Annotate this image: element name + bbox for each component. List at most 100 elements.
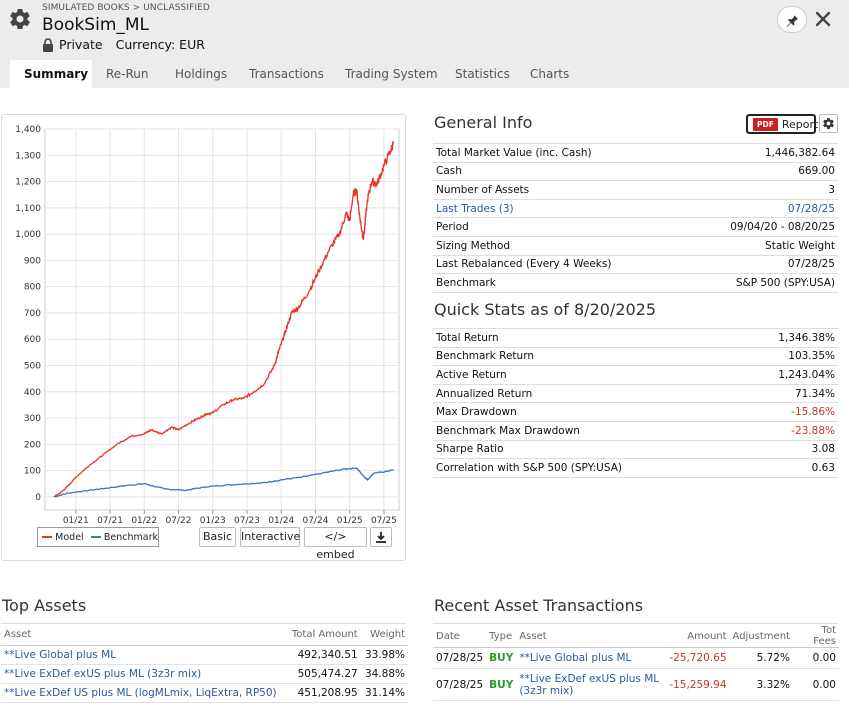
tx-type: BUY [486,647,517,669]
legend-benchmark: Benchmark [103,531,158,543]
currency-label: Currency: EUR [115,37,205,52]
y-tick-label: 800 [24,283,41,293]
stat-row: Active Return 1,243.04% [433,365,838,385]
tab-trading-system[interactable]: Trading System [345,67,438,81]
pin-icon [786,13,798,27]
info-value: 07/28/25 [684,254,838,274]
col-amount[interactable]: Amount [666,625,730,648]
page-title: BookSim_ML [42,15,150,35]
gear-icon [823,118,834,129]
stat-row: Max Drawdown -15.86% [433,402,838,422]
col-weight[interactable]: Weight [360,625,408,646]
col-date[interactable]: Date [433,625,487,648]
info-value: S&P 500 (SPY:USA) [684,273,838,293]
tab-holdings[interactable]: Holdings [175,67,228,81]
last-trades-date-link[interactable]: 07/28/25 [684,198,838,218]
tab-re-run[interactable]: Re-Run [106,67,149,81]
pdf-icon: PDF [753,117,778,131]
interactive-button[interactable]: Interactive [240,527,300,547]
benchmark-series-line [53,467,394,498]
top-assets-title: Top Assets [2,596,87,615]
stat-row: Sharpe Ratio 3.08 [433,439,838,459]
asset-amount: 505,474.27 [287,664,361,684]
table-row: **Live ExDef US plus ML (logMLmix, LiqEx… [1,683,408,703]
tx-fees: 0.00 [792,668,839,701]
general-info-title: General Info [434,113,533,132]
stat-label: Max Drawdown [433,402,739,422]
report-settings-button[interactable] [819,114,838,133]
pdf-report-button[interactable]: PDF Report [746,114,818,134]
tab-bar: Summary Re-Run Holdings Transactions Tra… [0,60,849,88]
divider [1,623,406,624]
info-row: Last Rebalanced (Every 4 Weeks) 07/28/25 [433,254,838,274]
info-label: Sizing Method [433,235,685,256]
tx-amount: -25,720.65 [666,647,730,669]
stat-value: 71.34% [738,383,838,403]
table-row: 07/28/25 BUY **Live ExDef exUS plus ML (… [433,668,839,701]
info-value: 669.00 [684,161,838,181]
info-label: Total Market Value (inc. Cash) [433,143,685,163]
table-row: **Live ExDef exUS plus ML (3z3r mix) 505… [1,664,408,684]
breadcrumb[interactable]: SIMULATED BOOKS > UNCLASSIFIED [42,3,210,13]
tab-transactions[interactable]: Transactions [249,67,324,81]
y-tick-label: 600 [24,335,41,345]
info-label: Period [433,217,685,237]
performance-chart[interactable]: 0 100 200 300 400 500 600 700 800 900 1,000 1,100 1,… [2,115,405,560]
chart-legend[interactable]: Model Benchmark [37,527,159,547]
tab-charts[interactable]: Charts [530,67,570,81]
y-tick-label: 400 [24,388,41,398]
embed-button[interactable]: </> embed [304,527,367,561]
col-type[interactable]: Type [486,625,517,648]
benchmark-swatch [90,536,101,538]
tx-asset-link[interactable]: **Live ExDef exUS plus ML (3z3r mix) [516,668,667,701]
stat-label: Correlation with S&P 500 (SPY:USA) [433,458,739,478]
stat-row: Correlation with S&P 500 (SPY:USA) 0.63 [433,458,838,478]
col-tot-fees[interactable]: Tot Fees [792,625,839,648]
recent-transactions-table: Date Type Asset Amount Adjustment Tot Fe… [433,625,839,701]
x-tick-label: 07/22 [166,516,192,526]
pin-button[interactable] [777,6,807,33]
stat-label: Benchmark Max Drawdown [433,420,739,441]
last-trades-link[interactable]: Last Trades (3) [433,198,685,218]
tab-statistics[interactable]: Statistics [455,67,510,81]
asset-link[interactable]: **Live ExDef US plus ML (logMLmix, LiqEx… [1,683,287,703]
x-tick-label: 01/25 [337,516,363,526]
y-tick-label: 300 [24,414,41,424]
stat-label: Sharpe Ratio [433,439,739,459]
asset-link[interactable]: **Live Global plus ML [1,645,287,665]
stat-row: Benchmark Return 103.35% [433,346,838,366]
y-tick-label: 700 [24,309,41,319]
legend-model: Model [55,531,84,543]
y-tick-label: 900 [24,256,41,266]
y-tick-label: 1,100 [15,204,41,214]
info-value: 1,446,382.64 [684,143,838,163]
y-tick-label: 1,000 [15,230,41,240]
asset-link[interactable]: **Live ExDef exUS plus ML (3z3r mix) [1,664,287,684]
tx-asset-link[interactable]: **Live Global plus ML [516,647,667,669]
stat-label: Total Return [433,328,739,348]
gear-icon[interactable] [8,7,32,31]
asset-weight: 31.14% [360,683,408,703]
stat-value: -15.86% [738,402,838,422]
close-icon[interactable] [814,10,832,28]
info-row: Total Market Value (inc. Cash) 1,446,382.… [433,143,838,163]
col-adjustment[interactable]: Adjustment [729,625,793,648]
col-asset[interactable]: Asset [516,625,667,648]
stat-row: Total Return 1,346.38% [433,328,838,348]
download-button[interactable] [370,527,392,547]
tx-date: 07/28/25 [433,647,487,669]
col-asset[interactable]: Asset [1,625,287,646]
basic-button[interactable]: Basic [199,527,236,547]
quick-stats-table: Total Return 1,346.38% Benchmark Return 10… [433,328,838,478]
x-tick-label: 07/23 [234,516,260,526]
info-row: Period 09/04/20 - 08/20/25 [433,217,838,237]
performance-chart-panel: 0 100 200 300 400 500 600 700 800 900 1,000 1,100 1,… [1,114,406,561]
tx-adjustment: 3.32% [729,668,793,701]
info-label: Number of Assets [433,180,685,200]
info-row: Sizing Method Static Weight [433,235,838,256]
tab-summary[interactable]: Summary [10,60,92,88]
x-tick-label: 07/25 [371,516,397,526]
table-header-row: Date Type Asset Amount Adjustment Tot Fe… [433,625,839,648]
info-row: Benchmark S&P 500 (SPY:USA) [433,273,838,293]
col-total-amount[interactable]: Total Amount [287,625,361,646]
